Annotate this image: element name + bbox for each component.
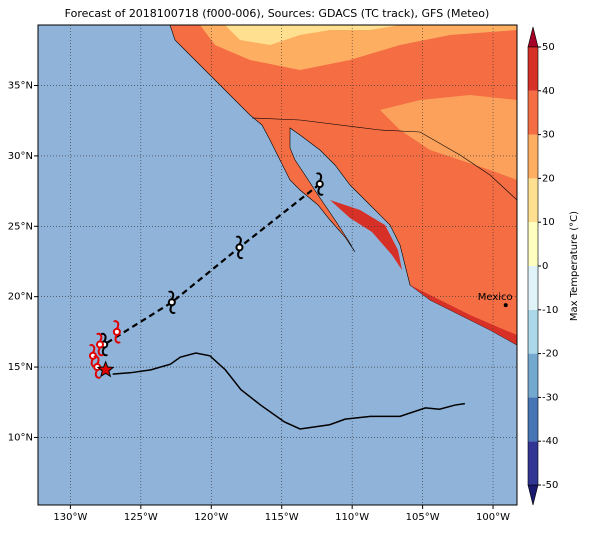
colorbar-extend-bottom: [527, 484, 539, 506]
past-cyclone: [112, 320, 121, 344]
cyclone-arm: [235, 235, 244, 260]
land: [169, 25, 517, 346]
colorbar-bin: [528, 266, 538, 310]
lat-tick-label: 15°N: [8, 362, 33, 373]
cyclone-arm: [167, 290, 176, 315]
lat-tick-label: 25°N: [8, 221, 33, 232]
past-cyclone: [95, 332, 104, 357]
city-label: Mexico City: [478, 292, 536, 303]
hot-zone: [410, 285, 517, 345]
lat-tick-label: 10°N: [8, 432, 33, 443]
warm-zone: [380, 95, 517, 180]
colorbar-tick-label: 40: [542, 86, 555, 97]
lat-tick-label: 30°N: [8, 151, 33, 162]
cyclone-arm: [96, 332, 104, 357]
colorbar-tick-label: -50: [542, 480, 558, 491]
cyclone-eye: [167, 298, 176, 307]
colorbar-tick-label: -40: [542, 436, 558, 447]
lon-tick-label: 120°W: [194, 512, 228, 523]
map-title: Forecast of 2018100718 (f000-006), Sourc…: [65, 7, 490, 20]
colorbar-bin: [528, 397, 538, 442]
colorbar-tick-label: 0: [542, 261, 548, 272]
colorbar-tick-label: 50: [542, 42, 555, 53]
mild-zone: [225, 25, 400, 45]
colorbar-bin: [528, 134, 538, 179]
lon-tick-label: 110°W: [335, 512, 369, 523]
cyclone-eye: [235, 243, 244, 252]
colorbar-bin: [528, 353, 538, 398]
colorbar-tick-label: -10: [542, 305, 558, 316]
colorbar-bin: [528, 441, 538, 485]
cyclone-arm: [113, 320, 121, 344]
forecast-cyclone: [315, 172, 324, 196]
cyclone-arm: [93, 355, 102, 379]
colorbar-tick-label: 10: [542, 217, 555, 228]
colorbar-tick-label: -20: [542, 349, 558, 360]
cyclone-eye: [95, 340, 104, 349]
colorbar-bin: [528, 47, 538, 91]
lon-tick-label: 115°W: [265, 512, 299, 523]
forecast-track: [103, 183, 321, 346]
lat-tick-label: 35°N: [8, 81, 33, 92]
border: [251, 117, 517, 201]
lat-tick-label: 20°N: [8, 292, 33, 303]
current-position: [96, 360, 115, 378]
grid: [38, 25, 517, 505]
colorbar-bin: [528, 90, 538, 135]
lon-tick-label: 100°W: [476, 512, 510, 523]
colorbar-tick-label: 30: [542, 130, 555, 141]
lon-tick-label: 105°W: [406, 512, 440, 523]
colorbar-label: Max Temperature (°C): [569, 211, 580, 321]
observed-track: [112, 352, 465, 430]
map-frame: [37, 24, 518, 506]
forecast-cyclone: [235, 235, 244, 260]
lon-tick-label: 125°W: [124, 512, 158, 523]
tracks: Mexico City: [88, 172, 536, 430]
cyclone-eye: [112, 327, 121, 336]
colorbar-extend-top: [527, 26, 539, 48]
colorbar-tick-label: 20: [542, 173, 555, 184]
forecast-cyclone: [167, 290, 176, 315]
colorbar-bin: [528, 309, 538, 354]
cyclone-eye: [315, 180, 324, 189]
lon-tick-label: 130°W: [53, 512, 87, 523]
colorbar-tick-label: -30: [542, 392, 558, 403]
cyclone-arm: [315, 172, 324, 196]
colorbar: -50 -40 -30 -20 -10 0 10 20 30 40 50: [527, 26, 558, 506]
colorbar-bin: [528, 178, 538, 223]
colorbar-bin: [528, 222, 538, 266]
hot-zone: [330, 200, 402, 270]
city-marker: [503, 303, 508, 308]
cyclone-arm: [100, 332, 109, 357]
